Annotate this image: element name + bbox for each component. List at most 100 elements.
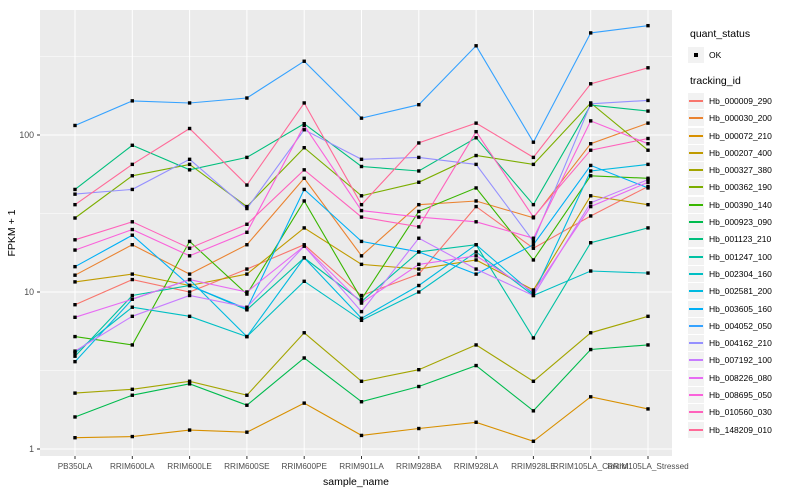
data-point — [73, 202, 77, 207]
series-color-line-icon — [689, 238, 703, 241]
data-point — [130, 343, 134, 347]
legend-item-label: Hb_001123_210 — [709, 234, 772, 245]
legend-item: Hb_000072_210 — [688, 127, 800, 144]
data-point — [474, 420, 478, 424]
data-point — [302, 146, 306, 150]
legend-item-label: Hb_003605_160 — [709, 303, 772, 314]
y-tick-label: 10 — [24, 287, 34, 297]
x-tick-label: RRIM600LA — [110, 462, 155, 471]
data-point — [187, 314, 192, 319]
data-point — [646, 98, 650, 103]
series-color-line-icon — [689, 324, 703, 327]
data-point — [589, 31, 593, 35]
legend-item-label: Hb_000923_090 — [709, 217, 772, 228]
data-point — [130, 272, 134, 276]
data-point — [73, 192, 77, 196]
data-point — [245, 206, 249, 211]
series-color-line-icon — [689, 411, 703, 414]
data-point — [646, 177, 650, 182]
legend-key-swatch — [688, 92, 704, 109]
series-color-line-icon — [689, 169, 703, 172]
data-point — [531, 236, 536, 240]
data-point — [417, 290, 421, 294]
x-tick-label: RRIM105LA_Control — [553, 462, 629, 471]
data-point — [589, 148, 593, 152]
data-point — [646, 180, 650, 184]
data-point — [130, 393, 134, 397]
data-point — [417, 283, 421, 288]
data-point — [302, 356, 306, 360]
data-point — [302, 279, 306, 283]
data-point — [531, 155, 536, 160]
legend-item: Hb_003605_160 — [688, 300, 800, 317]
data-point — [245, 334, 249, 339]
legend-item: Hb_000390_140 — [688, 196, 800, 213]
data-point — [531, 290, 536, 294]
legend-key-swatch — [688, 144, 704, 161]
data-point — [245, 155, 249, 160]
legend-key-swatch — [688, 283, 704, 300]
data-point — [130, 162, 134, 167]
data-point — [187, 277, 192, 282]
data-point — [245, 230, 249, 235]
data-point — [73, 436, 77, 440]
data-point — [531, 202, 536, 207]
data-point — [417, 384, 421, 389]
data-point — [73, 354, 77, 358]
data-point — [245, 96, 249, 100]
legend-item-label: Hb_000362_190 — [709, 182, 772, 193]
data-point — [245, 204, 249, 209]
data-point — [474, 199, 478, 203]
data-point — [646, 109, 650, 113]
data-point — [359, 301, 364, 305]
legend-item: Hb_000030_200 — [688, 110, 800, 127]
legend-key-swatch — [688, 179, 704, 196]
data-point — [646, 407, 650, 411]
data-point — [646, 271, 650, 275]
data-point — [73, 187, 77, 192]
series-color-line-icon — [689, 99, 703, 102]
legend-key-swatch — [688, 162, 704, 179]
data-point — [589, 142, 593, 146]
data-point — [589, 194, 593, 198]
legend-item: Hb_004162_210 — [688, 334, 800, 352]
legend-item-label: OK — [709, 49, 722, 60]
legend-item-label: Hb_007192_100 — [709, 355, 772, 366]
data-point — [359, 379, 364, 383]
data-point — [245, 222, 249, 226]
legend-key-swatch — [688, 317, 704, 334]
data-point — [531, 439, 536, 443]
legend-item-label: Hb_008226_080 — [709, 372, 772, 383]
legend-item: Hb_010560_030 — [688, 404, 800, 421]
series-color-line-icon — [689, 376, 703, 379]
legend-item: Hb_000207_400 — [688, 144, 800, 161]
data-point — [245, 393, 249, 397]
data-point — [359, 297, 364, 301]
data-point — [73, 273, 77, 277]
point-marker-icon — [694, 52, 698, 57]
data-point — [359, 433, 364, 438]
data-point — [245, 307, 249, 311]
data-point — [130, 227, 134, 232]
data-point — [474, 267, 478, 271]
data-point — [589, 269, 593, 273]
data-point — [417, 209, 421, 214]
legend-item: Hb_000009_290 — [688, 92, 800, 109]
data-point — [187, 157, 192, 162]
data-point — [417, 262, 421, 267]
data-point — [589, 204, 593, 209]
data-point — [646, 186, 650, 190]
data-point — [302, 128, 306, 132]
legend-item-label: Hb_002304_160 — [709, 268, 772, 279]
data-point — [359, 157, 364, 162]
data-point — [474, 343, 478, 347]
data-point — [130, 434, 134, 439]
data-point — [417, 169, 421, 173]
data-point — [302, 256, 306, 260]
data-point — [245, 183, 249, 187]
data-point — [646, 202, 650, 207]
data-point — [474, 186, 478, 190]
data-point — [646, 226, 650, 230]
data-point — [589, 163, 593, 168]
